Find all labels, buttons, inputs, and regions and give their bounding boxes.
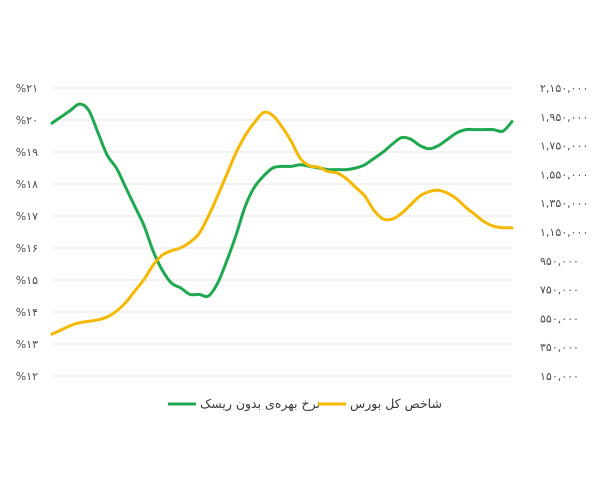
legend-label-yellow: شاخص کل بورس [350,396,442,412]
right-tick-label: ۹۵۰,۰۰۰ [540,255,579,268]
left-tick-label: %۲۰ [16,114,38,127]
left-tick-label: %۲۱ [16,82,38,95]
right-tick-label: ۲,۱۵۰,۰۰۰ [540,82,588,95]
left-tick-label: %۱۴ [16,306,38,319]
series-lines [50,102,514,336]
left-tick-label: %۱۹ [16,146,38,159]
left-tick-label: %۱۵ [16,274,38,287]
right-axis-ticks: ۲,۱۵۰,۰۰۰ ۱,۹۵۰,۰۰۰ ۱,۷۵۰,۰۰۰ ۱,۵۵۰,۰۰۰ ۱,۳۵… [540,82,588,383]
grid-lines [52,87,512,377]
series-line-stock-index [50,110,514,336]
left-axis-ticks: %۲۱ %۲۰ %۱۹ %۱۸ %۱۷ %۱۶ %۱۵ %۱۴ %۱۳ %۱۲ [16,82,38,383]
legend-label-green: نرخ بهره‌ی بدون ریسک [200,396,320,412]
right-tick-label: ۱,۷۵۰,۰۰۰ [540,140,588,153]
right-tick-label: ۱,۵۵۰,۰۰۰ [540,168,588,181]
left-tick-label: %۱۸ [16,178,38,191]
left-tick-label: %۱۷ [16,210,38,223]
right-tick-label: ۱,۳۵۰,۰۰۰ [540,197,588,210]
right-tick-label: ۱۵۰,۰۰۰ [540,370,579,383]
left-tick-label: %۱۳ [16,338,38,351]
legend: نرخ بهره‌ی بدون ریسک شاخص کل بورس [168,396,442,412]
left-tick-label: %۱۲ [16,370,38,383]
right-tick-label: ۱,۹۵۰,۰۰۰ [540,111,588,124]
right-tick-label: ۳۵۰,۰۰۰ [540,341,579,354]
right-tick-label: ۱,۱۵۰,۰۰۰ [540,226,588,239]
series-line-interest-rate [50,102,514,299]
right-tick-label: ۵۵۰,۰۰۰ [540,312,579,325]
left-tick-label: %۱۶ [16,242,38,255]
legend-item-green[interactable]: نرخ بهره‌ی بدون ریسک [168,396,320,412]
legend-item-yellow[interactable]: شاخص کل بورس [318,396,442,412]
right-tick-label: ۷۵۰,۰۰۰ [540,284,579,297]
